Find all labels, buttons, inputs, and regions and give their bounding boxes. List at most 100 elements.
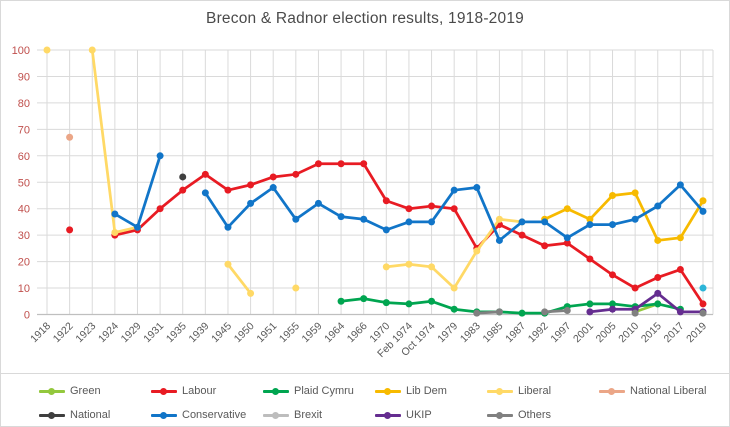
legend-item-green: Green [39,385,151,397]
data-point [654,236,662,244]
data-point [518,309,526,317]
legend-marker-icon [375,411,401,419]
data-point [292,284,300,292]
svg-text:60: 60 [18,151,30,163]
data-point [654,300,662,308]
svg-text:90: 90 [18,71,30,83]
data-point [269,173,277,181]
legend-label: Conservative [182,409,247,421]
data-point [337,213,345,221]
svg-text:40: 40 [18,204,30,216]
legend-label: National [70,409,111,421]
data-point [247,199,255,207]
series-labour [66,160,707,308]
svg-text:1992: 1992 [526,320,551,345]
data-point [518,231,526,239]
data-point [450,205,458,213]
data-point [428,263,436,271]
plot-area: 0102030405060708090100191819221923192419… [12,45,714,360]
svg-text:2001: 2001 [571,320,596,345]
svg-text:70: 70 [18,124,30,136]
legend-item-brexit: Brexit [263,409,375,421]
svg-text:1997: 1997 [548,320,573,345]
data-point [563,239,571,247]
data-point [66,133,74,141]
data-point [337,297,345,305]
data-point [450,186,458,194]
data-point [43,46,51,54]
data-point [111,210,119,218]
data-point [631,284,639,292]
data-point [654,273,662,281]
svg-text:20: 20 [18,257,30,269]
svg-text:1966: 1966 [345,320,370,345]
data-point [247,289,255,297]
data-point [586,300,594,308]
svg-text:2015: 2015 [639,320,664,345]
data-point [541,218,549,226]
data-point [676,181,684,189]
legend-label: Brexit [294,409,323,421]
data-point [314,160,322,168]
legend-marker-icon [263,411,289,419]
data-point [495,236,503,244]
data-point [360,295,368,303]
legend-item-labour: Labour [151,385,263,397]
legend-item-others: Others [487,409,599,421]
svg-text:1964: 1964 [322,320,347,345]
svg-text:0: 0 [24,310,30,322]
svg-text:1950: 1950 [232,320,257,345]
svg-text:1951: 1951 [254,320,279,345]
data-point [699,300,707,308]
legend-label: UKIP [406,409,432,421]
svg-text:1955: 1955 [277,320,302,345]
data-point [473,309,481,317]
legend-marker-icon [263,387,289,395]
data-point [654,202,662,210]
chart-legend: Green Labour Plaid Cymru Lib Dem Liberal Nati… [1,373,729,426]
svg-text:2010: 2010 [616,320,641,345]
data-point [473,247,481,255]
data-point [495,308,503,316]
data-point [156,205,164,213]
data-point [699,309,707,317]
data-point [631,215,639,223]
data-point [428,218,436,226]
legend-marker-icon [487,387,513,395]
data-point [609,271,617,279]
svg-text:1985: 1985 [481,320,506,345]
data-point [541,242,549,250]
data-point [563,307,571,315]
data-point [586,308,594,316]
data-point [382,226,390,234]
data-point [405,260,413,268]
data-point [609,300,617,308]
svg-text:1987: 1987 [503,320,528,345]
data-point [405,205,413,213]
data-point [450,305,458,313]
svg-text:1931: 1931 [141,320,166,345]
data-point [495,215,503,223]
data-point [654,289,662,297]
legend-marker-icon [375,387,401,395]
series-national-liberal [66,133,74,141]
data-point [676,308,684,316]
data-point [676,266,684,274]
data-point [179,186,187,194]
series-national [179,173,187,181]
svg-text:2005: 2005 [594,320,619,345]
series-lib-dem [541,189,707,244]
data-point [609,221,617,229]
svg-text:1959: 1959 [300,320,325,345]
data-point [88,46,96,54]
legend-row: Green Labour Plaid Cymru Lib Dem Liberal Nati… [39,379,729,403]
data-point [405,218,413,226]
data-point [473,184,481,192]
svg-text:1929: 1929 [119,320,144,345]
svg-text:50: 50 [18,177,30,189]
data-point [337,160,345,168]
series-brexit [699,284,707,292]
svg-text:100: 100 [12,45,30,57]
legend-label: National Liberal [630,385,707,397]
data-point [586,215,594,223]
